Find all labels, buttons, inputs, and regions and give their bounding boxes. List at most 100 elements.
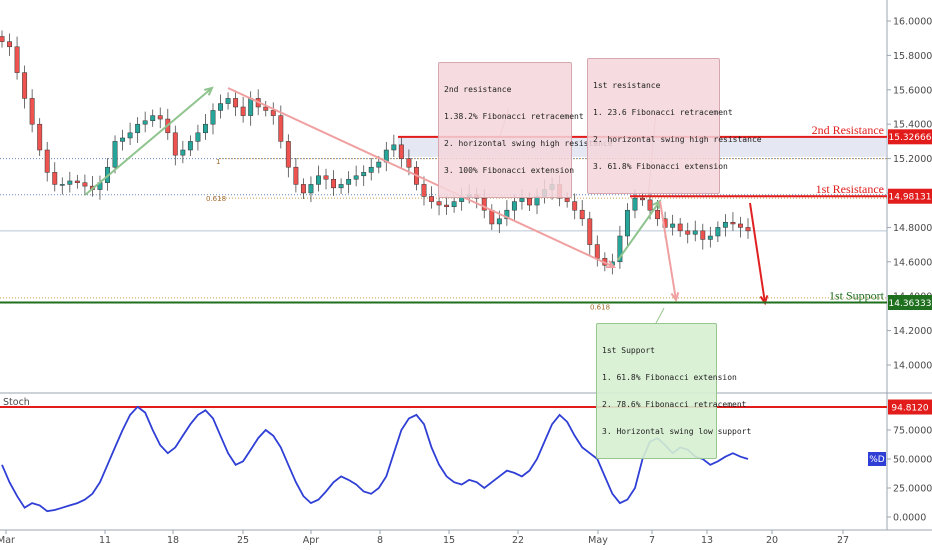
level-label: 1st Resistance [816,182,884,196]
candle [376,161,382,168]
candle [451,201,457,208]
candle [120,137,126,142]
bearish-swing-arrow-head [605,260,617,269]
price-tick-label: 14.20000 [893,326,932,337]
stoch-tick-label: 50.0000 [893,455,932,466]
projection-arrow-head [670,292,680,303]
bearish-swing-arrow [227,87,615,268]
candle [436,201,442,206]
candle [338,184,344,189]
candle [278,115,284,142]
stoch-d-text: %D [869,455,885,465]
candle [187,141,193,151]
candle [647,199,653,211]
candle [670,223,676,228]
candle [572,201,578,211]
annotation-line: 3. 61.8% Fibonacci extension [593,162,728,171]
time-tick-label: 8 [377,535,383,546]
candle [142,120,148,125]
candle [640,197,645,201]
candle [150,115,156,122]
candle [527,197,532,206]
time-tick-label: 27 [837,535,849,546]
annotation-1st-resistance: 1st resistance 1. 23.6 Fibonacci retrace… [587,58,762,194]
annotation-line: 2. horizontal swing high resistance [444,139,613,148]
level-value-text: 14.36333 [889,299,932,309]
stoch-tick-label: 25.0000 [893,484,932,495]
candle [398,144,404,159]
candle [617,235,623,263]
fib-label: 0.618 [590,304,610,312]
candle [135,123,141,134]
candle [52,172,58,185]
candle [248,98,254,116]
level-value-text: 15.32666 [889,133,932,143]
stoch-level-text: 94.8120 [891,403,928,413]
candle [421,184,427,197]
candle [195,132,201,142]
candle [519,197,525,202]
candle [579,209,585,220]
candle [481,197,487,211]
candle [353,175,359,180]
candle [82,182,88,187]
time-tick-label: 20 [766,535,778,546]
level-value-tag [888,295,932,311]
candle [730,221,736,225]
annotation-line: 1. 61.8% Fibonacci extension [602,373,737,382]
candle [308,184,314,194]
candle [391,144,397,151]
candle [632,197,638,211]
candle [745,227,751,232]
candle [233,98,239,108]
stoch-pane [0,393,887,530]
time-tick-label: Mar [0,535,15,546]
candle [67,180,73,185]
price-tick-label: 14.80000 [893,223,932,234]
level-value-tag [888,188,932,204]
annotation-line: 2. horizontal swing high resistance [593,135,762,144]
time-tick-label: 22 [512,535,524,546]
level-value-text: 14.98131 [889,193,932,203]
candle [655,209,661,220]
candle [44,149,50,173]
candle [715,227,721,237]
candle [74,180,80,183]
candle [489,209,495,225]
bullish-swing-arrow [84,87,213,196]
bullish-swing-arrow-head [204,86,214,96]
candle [429,196,434,202]
candle [172,132,178,156]
time-tick-label: 7 [649,535,655,546]
price-tick-label: 15.80000 [893,51,932,62]
annotation-line: 3. 100% Fibonacci extension [444,166,575,175]
candle [203,123,208,134]
stoch-tick-label: 0.0000 [893,513,926,524]
candle [240,106,246,116]
candle [722,221,728,228]
candle [316,175,321,185]
annotation-line: 1st resistance [593,81,661,90]
stoch-d-tag [868,452,886,466]
stoch-tick-label: 75.0000 [893,426,932,437]
candle [700,230,706,240]
candle [300,184,306,194]
candle [368,166,374,173]
candle [285,141,291,168]
candle [0,36,5,42]
time-tick-label: 18 [167,535,179,546]
candle [323,175,329,180]
candle [29,98,35,125]
candle [225,98,231,104]
stoch-level-tag [888,399,932,415]
fib-label: 0.618 [206,195,226,203]
annotation-line: 1.38.2% Fibonacci retracement [444,112,584,121]
candle [594,244,600,259]
price-tick-label: 15.40000 [893,120,932,131]
candle [587,218,593,245]
candle [7,41,12,48]
annotation-2nd-resistance: 2nd resistance 1.38.2% Fibonacci retrace… [438,62,613,198]
candle [677,223,683,232]
